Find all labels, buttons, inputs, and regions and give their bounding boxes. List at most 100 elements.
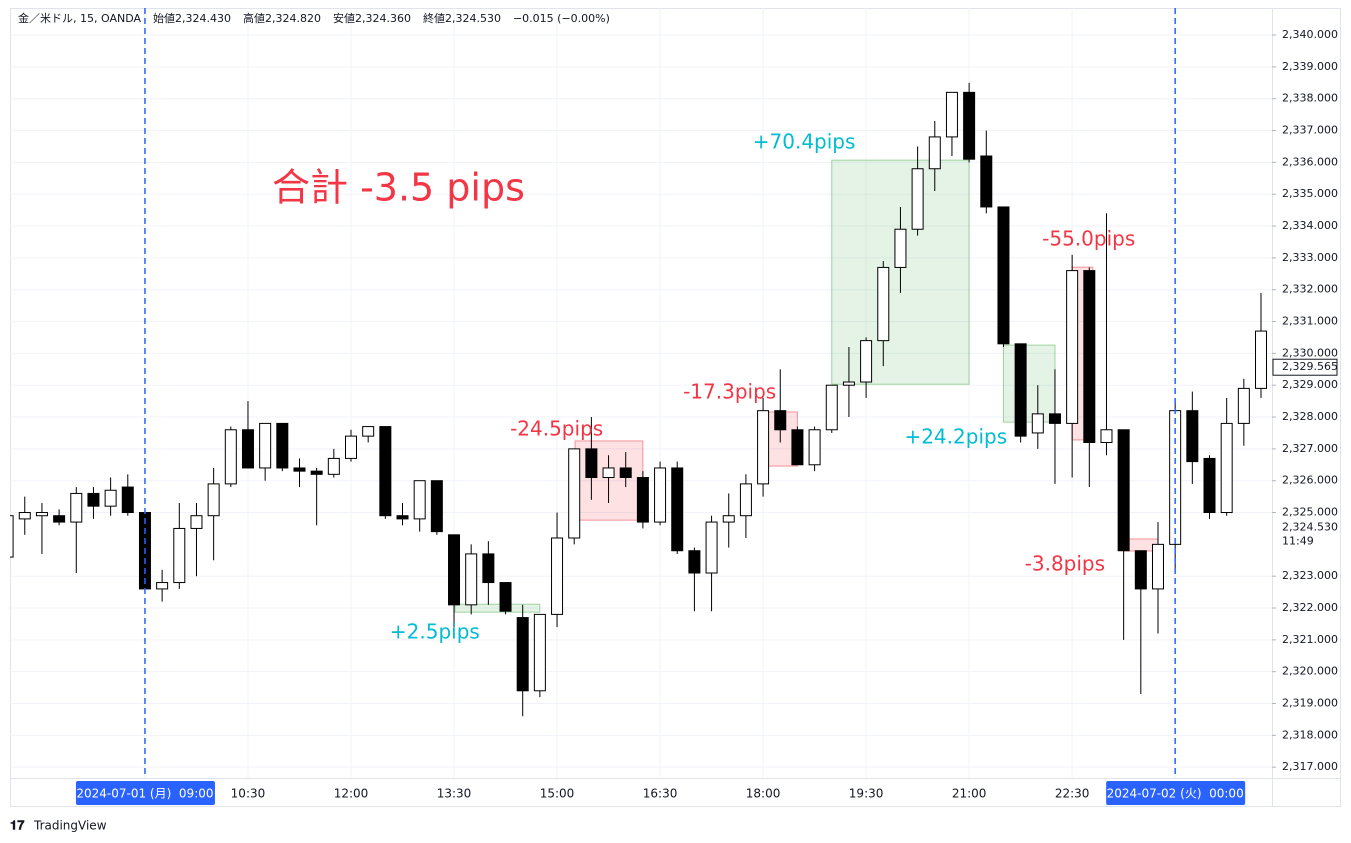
- x-tick-label: 10:30: [231, 787, 266, 801]
- candle-body: [1255, 330, 1268, 389]
- candle-body: [482, 553, 495, 584]
- candle-body: [945, 91, 958, 138]
- y-tick-label: 2,333.000: [1282, 251, 1338, 264]
- candle-body: [448, 534, 461, 606]
- field-value: 2,324.430: [175, 12, 231, 25]
- axes: 2,317.000 2,318.000 2,319.000 2,320.000 2,32…: [75, 28, 1338, 805]
- x-tick-label: 22:30: [1055, 787, 1090, 801]
- candle-body: [825, 384, 838, 431]
- total-label: 合計 -3.5 pips: [272, 166, 525, 210]
- y-tick-label: 2,337.000: [1282, 124, 1338, 137]
- trade-box: [454, 603, 541, 613]
- candle-body: [705, 521, 718, 574]
- candle-body: [722, 515, 735, 523]
- x-tick-label: 16:30: [643, 787, 678, 801]
- candle-body: [259, 422, 272, 469]
- field-value: 2,324.820: [265, 12, 321, 25]
- candle-body: [1220, 422, 1233, 514]
- candle-body: [671, 467, 684, 552]
- candle-body: [1237, 387, 1250, 424]
- field-name: 終値: [423, 11, 445, 25]
- candle-body: [928, 136, 941, 170]
- x-tick-label: 21:00: [952, 787, 987, 801]
- candle-body: [10, 515, 14, 558]
- trade-label: -3.8pips: [1025, 551, 1105, 575]
- candle-body: [1083, 270, 1096, 443]
- candle-body: [362, 426, 375, 437]
- y-tick-label: 2,327.000: [1282, 442, 1338, 455]
- y-tick-label: 2,318.000: [1282, 728, 1338, 741]
- overlay: +2.5pips -24.5pips -17.3pips +70.4pips +24.2…: [144, 8, 1176, 778]
- candle-body: [1066, 270, 1079, 424]
- brand-name: TradingView: [33, 819, 107, 833]
- last-price-box: [1272, 358, 1338, 376]
- candle-body: [1100, 429, 1113, 443]
- candle-body: [1151, 543, 1164, 590]
- current-price-label: 2,324.530: [1282, 520, 1338, 533]
- candle-body: [894, 228, 907, 268]
- y-tick-label: 2,335.000: [1282, 187, 1338, 200]
- trade-box: [1002, 344, 1056, 423]
- candle-body: [533, 613, 546, 692]
- candle-body: [190, 515, 203, 529]
- chart-frame: [10, 8, 1341, 807]
- candle-body: [860, 340, 873, 383]
- candle-body: [18, 512, 31, 520]
- candle-body: [1014, 343, 1027, 437]
- candle-body: [808, 429, 821, 466]
- y-tick-label: 2,320.000: [1282, 665, 1338, 678]
- candle-body: [121, 486, 134, 514]
- candle-body: [465, 553, 478, 606]
- candle-body: [413, 480, 426, 520]
- candle-body: [1134, 550, 1147, 590]
- candle-body: [156, 582, 169, 590]
- y-tick-label: 2,329.000: [1282, 378, 1338, 391]
- candle-body: [1117, 429, 1130, 552]
- field-name: 高値: [243, 11, 265, 25]
- brand: 𝟏𝟕 TradingView: [10, 819, 107, 834]
- candle-body: [379, 426, 392, 517]
- candle-body: [35, 512, 48, 517]
- current-price-box: [1273, 519, 1337, 550]
- candle-body: [585, 448, 598, 479]
- candle-body: [688, 550, 701, 574]
- candle-body: [276, 422, 289, 469]
- candle-body: [997, 206, 1010, 345]
- candle-body: [911, 168, 924, 230]
- candle-body: [173, 527, 186, 584]
- y-tick-label: 2,319.000: [1282, 697, 1338, 710]
- y-tick-label: 2,328.000: [1282, 410, 1338, 423]
- y-tick-label: 2,332.000: [1282, 283, 1338, 296]
- field-name: 始値: [153, 11, 175, 25]
- y-tick-label: 2,321.000: [1282, 633, 1338, 646]
- candle-body: [293, 467, 306, 472]
- candle-body: [396, 515, 409, 520]
- y-tick-label: 2,323.000: [1282, 569, 1338, 582]
- candle-body: [963, 91, 976, 160]
- change: −0.015 (−0.00%): [513, 12, 610, 25]
- candle-body: [224, 429, 237, 485]
- x-tick-label: 12:00: [334, 787, 369, 801]
- candle-body: [842, 381, 855, 386]
- date-label-bg: [75, 781, 215, 805]
- candle-body: [636, 477, 649, 523]
- y-tick-label: 2,331.000: [1282, 315, 1338, 328]
- candle-body: [654, 467, 667, 523]
- candle-body: [430, 480, 443, 533]
- candle-body: [241, 429, 254, 469]
- y-tick-label: 2,322.000: [1282, 601, 1338, 614]
- candle-body: [70, 492, 83, 523]
- trade-label: -55.0pips: [1042, 227, 1135, 251]
- candles: [10, 82, 1268, 717]
- x-tick-label: 2024-07-01 (月) 09:00: [76, 787, 213, 801]
- candle-body: [327, 457, 340, 475]
- y-tick-label: 2,325.000: [1282, 506, 1338, 519]
- y-tick-label: 2,330.000: [1282, 346, 1338, 359]
- y-tick-label: 2,326.000: [1282, 474, 1338, 487]
- candle-body: [310, 470, 323, 475]
- candle-body: [104, 489, 117, 507]
- candle-body: [757, 410, 770, 485]
- brand-logo: 𝟏𝟕: [10, 819, 25, 834]
- field-value: 2,324.530: [445, 12, 501, 25]
